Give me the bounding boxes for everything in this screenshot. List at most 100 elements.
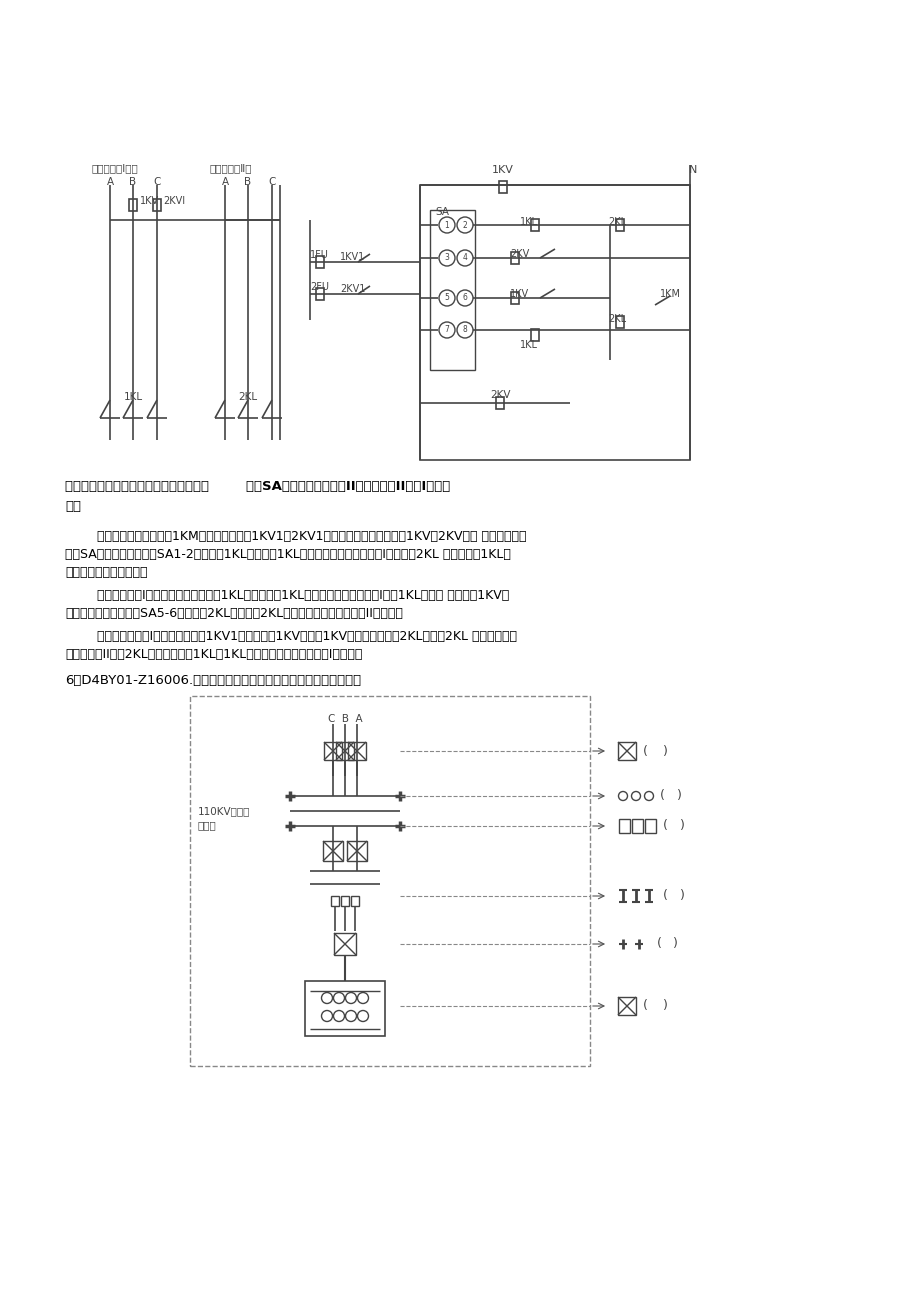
Text: N: N [688,165,697,174]
Text: 1KV: 1KV [509,289,528,299]
Circle shape [438,217,455,233]
Bar [153,199,161,211]
Bar [420,185,689,460]
Text: 2KL: 2KL [607,217,626,227]
Bar [618,997,635,1016]
Text: A: A [221,177,228,187]
Bar [644,819,655,833]
Circle shape [457,217,472,233]
Text: 1KL: 1KL [123,392,142,402]
Text: 2KVI: 2KVI [163,197,185,206]
Bar [618,742,635,760]
Text: 1KV: 1KV [140,197,159,206]
Bar [618,819,630,833]
Text: 工作电源（Ⅰ）～: 工作电源（Ⅰ）～ [92,163,139,173]
Bar [510,292,518,303]
Text: 1FU: 1FU [310,250,328,260]
Text: B: B [244,177,251,187]
Text: (: ( [642,745,647,758]
Bar [510,253,518,264]
Text: (: ( [663,819,667,832]
Circle shape [357,992,369,1004]
Text: 3: 3 [444,254,449,263]
Circle shape [438,250,455,266]
Bar [346,841,367,861]
Circle shape [457,322,472,339]
Text: ): ) [679,819,684,832]
Bar [631,819,642,833]
Circle shape [346,992,357,1004]
Text: (: ( [663,889,667,902]
Bar [351,896,358,906]
Text: 电装置: 电装置 [198,820,217,829]
Text: 8: 8 [462,326,467,335]
Text: 当变压器投入电网时，1KM常闭触点接通；1KV1、2KV1带电常开触点接通，起动1KV、2KV使常 闭触点断开；: 当变压器投入电网时，1KM常闭触点接通；1KV1、2KV1带电常开触点接通，起动… [65,530,526,543]
Bar [498,181,506,193]
Text: 2KV1: 2KV1 [340,284,365,294]
Bar [334,934,356,954]
Text: 110KV屋外配: 110KV屋外配 [198,806,250,816]
Text: (: ( [659,789,664,802]
Bar [315,256,323,268]
Circle shape [630,792,640,801]
Text: 1KM: 1KM [659,289,680,299]
Text: ): ) [679,889,684,902]
Text: ): ) [673,937,677,950]
Text: 置。: 置。 [65,500,81,513]
Text: (: ( [642,1000,647,1013]
Bar [347,742,366,760]
Circle shape [321,992,332,1004]
Circle shape [457,290,472,306]
Text: B: B [130,177,136,187]
Bar [616,219,623,230]
Text: ): ) [676,789,681,802]
Circle shape [438,290,455,306]
Text: 假定SA开关手柄在位，则SA1-2接通起动1KL接触器，1KL主触头闭合由工作电源（I）供电。2KL 线圈回路被1KL常: 假定SA开关手柄在位，则SA1-2接通起动1KL接触器，1KL主触头闭合由工作电… [65,548,510,561]
Text: 6: 6 [462,293,467,302]
Text: SA: SA [435,207,448,217]
Text: 2: 2 [462,220,467,229]
Circle shape [457,250,472,266]
Bar [530,219,539,230]
Text: 6、D4BY01-Z16006.在括号内给出平面图中符号所代表的电气设备：: 6、D4BY01-Z16006.在括号内给出平面图中符号所代表的电气设备： [65,674,361,687]
Bar [305,980,384,1036]
Text: C  B  A: C B A [327,713,362,724]
Text: A: A [107,177,113,187]
Circle shape [618,792,627,801]
Bar [341,896,348,906]
Text: 1KV: 1KV [492,165,514,174]
Text: C: C [268,177,276,187]
Circle shape [438,322,455,339]
Bar [323,742,342,760]
Bar [323,841,343,861]
Text: 1KV1: 1KV1 [340,253,365,262]
Text: 2KL: 2KL [607,314,626,324]
Circle shape [333,992,344,1004]
Text: 4: 4 [462,254,467,263]
Text: 工作电源（II），2KL常闭触点起动1KL，1KL主触头闭合由工作电源（I）供电。: 工作电源（II），2KL常闭触点起动1KL，1KL主触头闭合由工作电源（I）供电… [65,648,362,661]
Text: 当工作电源（I）由于某种原因停电，1KL线圈断电，1KL主触头断开工作电源（I），1KL常闭触 点接通，1KV断: 当工作电源（I）由于某种原因停电，1KL线圈断电，1KL主触头断开工作电源（I）… [65,589,509,602]
Text: C: C [153,177,161,187]
Text: ): ) [663,1000,667,1013]
Circle shape [357,1010,369,1022]
Bar [429,210,474,370]
Text: 2KL: 2KL [238,392,257,402]
Bar [129,199,137,211]
Text: 1: 1 [444,220,448,229]
Text: 1KL: 1KL [519,340,538,350]
Text: 电常闭触点接通，再经SA5-6触点动作2KL接触器，2KL主触头闭合由工作电源（II）供电。: 电常闭触点接通，再经SA5-6触点动作2KL接触器，2KL主触头闭合由工作电源（… [65,607,403,620]
Circle shape [333,1010,344,1022]
Bar [530,329,539,341]
Bar [495,397,504,409]
Bar [190,697,589,1066]
Text: 7: 7 [444,326,449,335]
Text: 假如工作电源（I）恢复供电时，1KV1动作起动，1KV动作，1KV常闭触点断开使2KL断电，2KL 的主触头断开: 假如工作电源（I）恢复供电时，1KV1动作起动，1KV动作，1KV常闭触点断开使… [65,630,516,643]
Text: 5: 5 [444,293,449,302]
Text: 答：如图所示，变压器在投入电网之前，        先将SA开关手柄置于工作II备用，或者II工作I备用位: 答：如图所示，变压器在投入电网之前， 先将SA开关手柄置于工作II备用，或者II… [65,480,449,493]
Text: 2FU: 2FU [310,283,329,292]
Text: 1KL: 1KL [519,217,538,227]
Bar [335,742,354,760]
Circle shape [346,1010,357,1022]
Text: 2KV: 2KV [509,249,528,259]
Text: ): ) [663,745,667,758]
